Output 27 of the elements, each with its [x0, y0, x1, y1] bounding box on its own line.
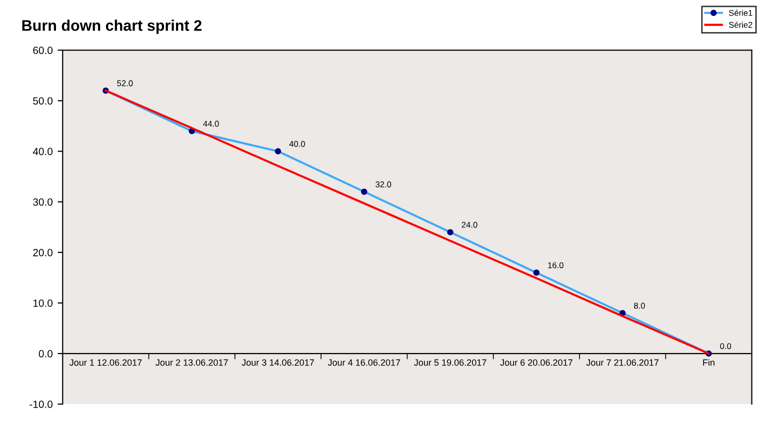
data-label: 52.0: [117, 80, 133, 86]
chart-title: Burn down chart sprint 2: [22, 20, 202, 34]
legend-label: Série2: [728, 22, 752, 28]
y-tick-label: 10.0: [33, 299, 53, 307]
y-tick-label: 0.0: [38, 350, 53, 358]
x-tick-label: Jour 7 21.06.2017: [586, 359, 659, 366]
y-tick-label: 30.0: [33, 198, 53, 206]
x-tick-label: Jour 6 20.06.2017: [500, 359, 572, 366]
data-label: 44.0: [203, 120, 219, 127]
y-tick-label: 20.0: [33, 248, 53, 256]
data-label: 0.0: [720, 343, 732, 350]
data-label: 32.0: [376, 181, 392, 188]
x-tick-label: Jour 4 16.06.2017: [328, 359, 400, 366]
x-tick-label: Jour 5 19.06.2017: [414, 359, 486, 366]
x-tick-label: Jour 3 14.06.2017: [242, 359, 314, 366]
data-label: 40.0: [289, 140, 306, 147]
data-label: 24.0: [462, 222, 478, 228]
y-tick-label: 50.0: [33, 97, 53, 105]
x-tick-label: Jour 2 13.06.2017: [156, 359, 228, 366]
legend-label: Série1: [728, 10, 752, 16]
y-tick-label: 60.0: [33, 46, 53, 54]
data-label: 8.0: [634, 302, 645, 309]
x-tick-label: Jour 1 12.06.2017: [69, 359, 142, 366]
y-tick-label: 40.0: [32, 148, 53, 156]
data-label: 16.0: [548, 262, 564, 268]
x-tick-label: Fin: [703, 359, 714, 366]
y-tick-label: -10.0: [30, 400, 53, 408]
